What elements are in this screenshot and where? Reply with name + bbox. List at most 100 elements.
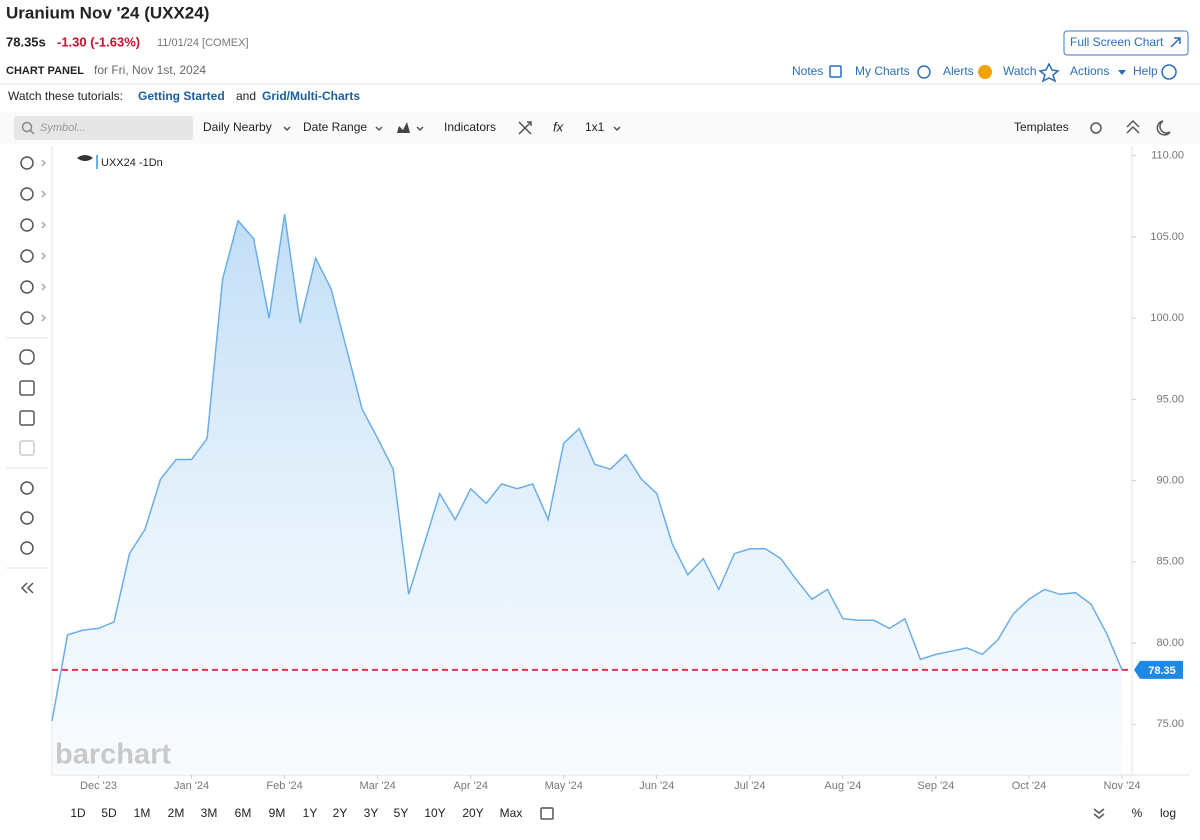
price: 78.35s bbox=[6, 34, 46, 49]
last-price-tag bbox=[1134, 660, 1183, 679]
search-icon bbox=[29, 129, 35, 135]
top-link[interactable]: Alerts bbox=[943, 64, 974, 78]
tool-icon[interactable] bbox=[19, 440, 35, 456]
tutorials-joiner: and bbox=[236, 89, 256, 103]
tool-icon[interactable] bbox=[20, 218, 34, 232]
range-button[interactable]: 20Y bbox=[462, 806, 483, 820]
range-button[interactable]: 1Y bbox=[303, 806, 318, 820]
range-button[interactable]: 9M bbox=[269, 806, 286, 820]
top-link[interactable]: Watch bbox=[1003, 64, 1037, 78]
collapse-left-icon[interactable] bbox=[20, 582, 34, 594]
y-tick-label: 80.00 bbox=[1156, 637, 1184, 649]
tool-icon[interactable] bbox=[20, 280, 34, 294]
tutorial-link[interactable]: Grid/Multi-Charts bbox=[262, 89, 360, 103]
price-line bbox=[51, 214, 1123, 722]
range-button[interactable]: 5D bbox=[101, 806, 117, 820]
title: Uranium Nov '24 (UXX24) bbox=[6, 3, 209, 22]
y-tick-label: 110.00 bbox=[1151, 150, 1184, 162]
toolbar-item[interactable]: Date Range bbox=[303, 120, 367, 134]
x-tick-label: Jun '24 bbox=[639, 780, 674, 792]
collapse-icon[interactable] bbox=[1126, 119, 1140, 134]
top-link[interactable]: Help bbox=[1133, 64, 1158, 78]
settings-icon[interactable] bbox=[1090, 122, 1102, 134]
caret-icon bbox=[1118, 70, 1126, 75]
range-button[interactable]: 2Y bbox=[333, 806, 348, 820]
toolbar-item[interactable]: fx bbox=[553, 119, 564, 134]
tool-icon[interactable] bbox=[20, 156, 34, 170]
top-link[interactable]: My Charts bbox=[855, 64, 910, 78]
x-tick-label: Aug '24 bbox=[824, 780, 861, 792]
range-button[interactable]: 10Y bbox=[424, 806, 445, 820]
caret-icon bbox=[283, 126, 291, 132]
tool-icon[interactable] bbox=[19, 380, 35, 396]
scale-button[interactable]: log bbox=[1160, 806, 1176, 820]
last-price-label: 78.35 bbox=[1148, 665, 1176, 677]
range-button[interactable]: 3Y bbox=[364, 806, 379, 820]
toolbar-item[interactable]: Daily Nearby bbox=[203, 120, 272, 134]
templates[interactable]: Templates bbox=[1014, 120, 1069, 134]
range-button[interactable]: 1M bbox=[134, 806, 151, 820]
caret-icon bbox=[416, 126, 424, 132]
expand-down-icon[interactable] bbox=[1093, 808, 1105, 819]
expand-icon bbox=[1170, 37, 1181, 48]
star-icon bbox=[1038, 62, 1060, 83]
tool-caret bbox=[41, 252, 47, 260]
quote-date: 11/01/24 [COMEX] bbox=[157, 37, 249, 49]
area-fill bbox=[52, 214, 1122, 773]
scale-button[interactable]: % bbox=[1132, 806, 1143, 820]
top-links: Notes My Charts Alerts Watch Actions Help bbox=[792, 62, 1177, 83]
chart-type-icon[interactable] bbox=[397, 122, 410, 133]
x-tick-label: May '24 bbox=[545, 780, 583, 792]
range-button[interactable]: 2M bbox=[168, 806, 185, 820]
tool-caret bbox=[41, 314, 47, 322]
tool-icon[interactable] bbox=[19, 410, 35, 426]
range-button[interactable]: 6M bbox=[235, 806, 252, 820]
range-button[interactable]: 5Y bbox=[394, 806, 409, 820]
calendar-icon[interactable] bbox=[540, 807, 554, 820]
range-button[interactable]: 1D bbox=[70, 806, 86, 820]
chart: 75.00 80.00 85.00 90.00 95.00 100.00 105.00 110… bbox=[51, 150, 1184, 792]
tool-icon[interactable] bbox=[20, 187, 34, 201]
y-tick-label: 100.00 bbox=[1150, 312, 1184, 324]
panel-date: for Fri, Nov 1st, 2024 bbox=[94, 63, 206, 77]
alert-icon bbox=[978, 65, 992, 79]
watermark: barchart bbox=[55, 739, 171, 771]
top-link[interactable]: Notes bbox=[792, 64, 823, 78]
toolbar-items: Daily Nearby Date Range Indicators fx 1x1 bbox=[203, 119, 621, 134]
symbol-placeholder: Symbol... bbox=[40, 122, 86, 134]
x-tick-label: Oct '24 bbox=[1012, 780, 1047, 792]
tool-icon[interactable] bbox=[20, 511, 34, 525]
tool-icon[interactable] bbox=[20, 311, 34, 325]
panel-label: CHART PANEL bbox=[6, 65, 84, 77]
tool-icon[interactable] bbox=[20, 249, 34, 263]
tool-icon[interactable] bbox=[19, 349, 35, 365]
x-tick-label: Apr '24 bbox=[453, 780, 488, 792]
top-link[interactable]: Actions bbox=[1070, 64, 1109, 78]
range-button[interactable]: 3M bbox=[201, 806, 218, 820]
x-tick-label: Mar '24 bbox=[359, 780, 395, 792]
toolbar-item[interactable]: Indicators bbox=[444, 120, 496, 134]
symbol-input[interactable] bbox=[14, 116, 193, 140]
search-icon bbox=[21, 121, 33, 133]
full-screen-button[interactable] bbox=[1063, 30, 1189, 56]
legend-label: UXX24 -1Dn bbox=[101, 157, 163, 169]
y-tick-label: 75.00 bbox=[1156, 718, 1184, 730]
caret-icon bbox=[375, 126, 383, 132]
tool-icon[interactable] bbox=[20, 541, 34, 555]
theme-icon[interactable] bbox=[1156, 120, 1171, 136]
x-tick-label: Jul '24 bbox=[734, 780, 765, 792]
help-icon bbox=[1161, 64, 1177, 80]
notes-icon bbox=[829, 65, 842, 78]
range-bar: 1D 5D 1M 2M 3M 6M 9M 1Y 2Y 3Y 5Y 10Y 20Y Max% log bbox=[70, 806, 1176, 820]
full-screen-label[interactable]: Full Screen Chart bbox=[1070, 35, 1164, 49]
tool-icon[interactable] bbox=[20, 481, 34, 495]
range-button[interactable]: Max bbox=[500, 806, 523, 820]
add-icon bbox=[917, 65, 931, 79]
tutorial-link[interactable]: Getting Started bbox=[138, 89, 225, 103]
x-tick-label: Nov '24 bbox=[1104, 780, 1141, 792]
eye-icon bbox=[77, 155, 93, 161]
shuffle-icon[interactable] bbox=[518, 121, 532, 135]
toolbar-item[interactable]: 1x1 bbox=[585, 120, 605, 134]
